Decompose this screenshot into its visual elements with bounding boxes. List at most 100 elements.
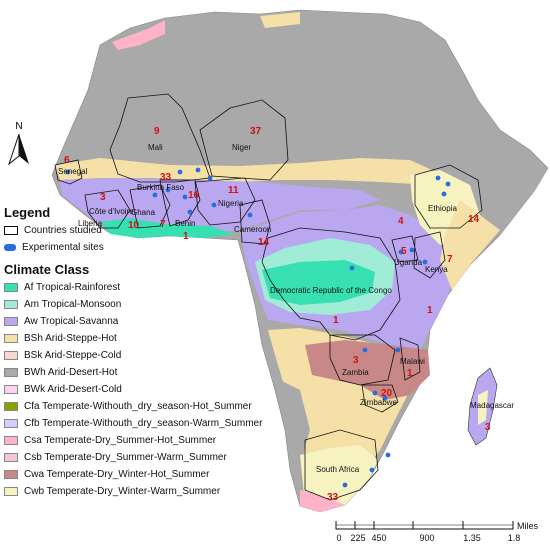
- zone-cape: [300, 490, 345, 512]
- zone-namib: [280, 380, 310, 470]
- country-outline-east: [391, 231, 446, 279]
- country-label-benin: Benin: [175, 219, 195, 228]
- country-label-cameroon: Cameroon: [234, 225, 271, 234]
- country-label-malawi: Malawi: [400, 357, 425, 366]
- climate-label: Csb Temperate-Dry_Summer-Warm_Summer: [24, 452, 227, 463]
- legend-climate-row: Cfb Temperate-Withouth_dry_season-Warm_S…: [4, 415, 274, 432]
- count-zimbabwe: 20: [381, 388, 393, 399]
- legend-climate-row: Af Tropical-Rainforest: [4, 279, 274, 296]
- site-marker: [211, 202, 217, 208]
- legend-item-label: Countries studied: [24, 225, 102, 236]
- climate-swatch: [4, 419, 18, 428]
- madagascar-highlands: [478, 390, 488, 425]
- legend-climate-row: Cwb Temperate-Dry_Winter-Warm_Summer: [4, 483, 274, 500]
- climate-label: Am Tropical-Monsoon: [24, 299, 122, 310]
- site-marker: [369, 467, 375, 473]
- legend-item-label: Experimental sites: [22, 242, 104, 253]
- zone-cwa-south: [305, 340, 430, 400]
- country-outline-cameroon: [239, 199, 271, 245]
- country-label-mali: Mali: [148, 143, 163, 152]
- country-label-cote-divoire: Côte d'Ivoire: [89, 207, 134, 216]
- site-marker: [441, 191, 447, 197]
- country-label-madagascar: Madagascar: [470, 401, 514, 410]
- count-nigeria: 11: [228, 185, 239, 196]
- country-outline-southern: [304, 334, 421, 501]
- count-senegal: 6: [64, 155, 70, 166]
- legend-climate-row: Csa Temperate-Dry_Summer-Hot_Summer: [4, 432, 274, 449]
- count-niger: 37: [250, 126, 262, 137]
- zone-bsh-east: [440, 200, 500, 290]
- legend-climate-row: BSk Arid-Steppe-Cold: [4, 347, 274, 364]
- scale-label: 225: [350, 533, 366, 543]
- site-marker: [207, 175, 213, 181]
- count-ghana: 10: [128, 220, 140, 231]
- country-outline-ethiopia: [414, 164, 483, 229]
- countries-studied-swatch: [4, 226, 18, 235]
- count-extra-south: 1: [407, 368, 413, 379]
- climate-swatch: [4, 436, 18, 445]
- north-arrow-icon: [7, 133, 29, 166]
- climate-swatch: [4, 300, 18, 309]
- country-label-drc: Democratic Republic of the Congo: [270, 286, 392, 295]
- site-marker: [398, 249, 404, 255]
- climate-label: Aw Tropical-Savanna: [24, 316, 119, 327]
- climate-class-list: Af Tropical-Rainforest Am Tropical-Monsoo…: [4, 279, 274, 500]
- scale-unit-label: Miles: [517, 521, 539, 531]
- legend-climate-row: BWk Arid-Desert-Cold: [4, 381, 274, 398]
- country-label-zambia: Zambia: [342, 368, 369, 377]
- site-marker: [435, 175, 441, 181]
- country-outline-mali: [109, 93, 211, 183]
- zone-north-coast: [112, 20, 165, 50]
- country-label-nigeria: Nigeria: [218, 199, 244, 208]
- climate-swatch: [4, 470, 18, 479]
- legend-title: Legend: [4, 205, 51, 220]
- climate-swatch: [4, 334, 18, 343]
- legend: Legend Countries studied Experimental si…: [4, 205, 274, 500]
- climate-label: Cfa Temperate-Withouth_dry_season-Hot_Su…: [24, 401, 252, 412]
- country-label-ethiopia: Ethiopia: [428, 204, 457, 213]
- count-south-africa: 33: [327, 492, 339, 503]
- zone-horn-desert: [470, 155, 548, 240]
- climate-swatch: [4, 453, 18, 462]
- climate-swatch: [4, 487, 18, 496]
- zone-af-west-coast: [100, 218, 235, 238]
- climate-swatch: [4, 351, 18, 360]
- count-extra-east-2: 1: [427, 305, 433, 316]
- site-marker: [65, 169, 71, 175]
- zone-north-coast-east: [260, 12, 300, 28]
- count-madagascar: 3: [485, 422, 491, 433]
- climate-swatch: [4, 368, 18, 377]
- legend-climate-row: Aw Tropical-Savanna: [4, 313, 274, 330]
- country-outline-drc: [261, 227, 401, 341]
- climate-swatch: [4, 402, 18, 411]
- country-label-uganda: Uganda: [394, 258, 423, 267]
- country-label-south-africa: South Africa: [316, 465, 360, 474]
- climate-class-title: Climate Class: [4, 262, 90, 277]
- experimental-sites: [65, 167, 451, 488]
- site-marker: [385, 452, 391, 458]
- country-label-niger: Niger: [232, 143, 251, 152]
- climate-label: BSk Arid-Steppe-Cold: [24, 350, 122, 361]
- count-mali: 9: [154, 126, 160, 137]
- legend-item-countries: Countries studied: [4, 222, 274, 239]
- site-marker: [349, 265, 355, 271]
- site-marker: [165, 187, 171, 193]
- count-benin: 16: [188, 190, 200, 201]
- site-marker: [247, 212, 253, 218]
- count-burkina-faso: 33: [160, 172, 172, 183]
- climate-label: Cwa Temperate-Dry_Winter-Hot_Summer: [24, 469, 210, 480]
- experimental-sites-swatch: [4, 244, 16, 251]
- site-marker: [445, 181, 451, 187]
- country-label-senegal: Senegal: [58, 167, 88, 176]
- count-cameroon: 14: [258, 237, 270, 248]
- legend-climate-row: Am Tropical-Monsoon: [4, 296, 274, 313]
- scale-bar: 0 225 450 900 1.35 1.8 Miles: [333, 519, 548, 547]
- country-label-liberia: Liberia: [78, 219, 103, 228]
- climate-label: BSh Arid-Steppe-Hot: [24, 333, 117, 344]
- site-marker: [195, 167, 201, 173]
- count-kenya: 7: [447, 254, 453, 265]
- legend-climate-row: Cfa Temperate-Withouth_dry_season-Hot_Su…: [4, 398, 274, 415]
- country-outline-west-coast: [54, 159, 256, 229]
- north-arrow: N: [6, 122, 32, 168]
